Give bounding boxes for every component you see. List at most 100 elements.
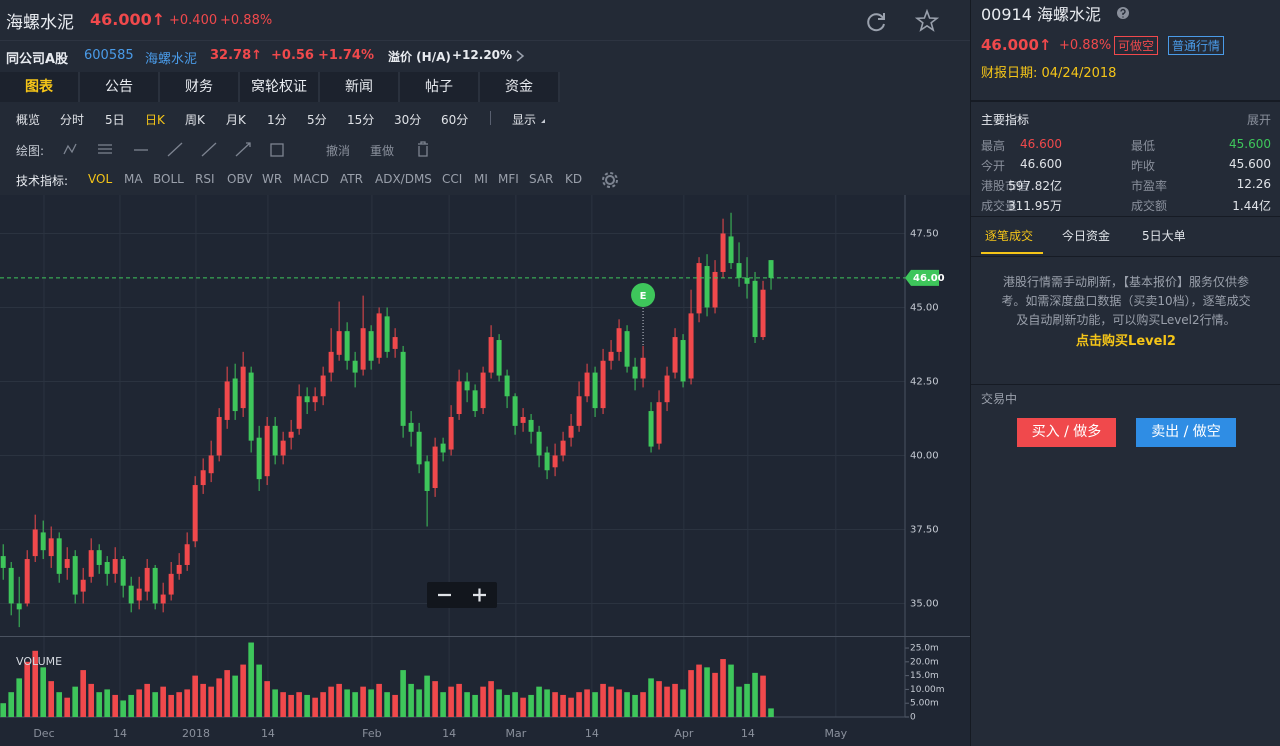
candle-body: [104, 562, 110, 574]
indicator-option[interactable]: MI: [474, 172, 488, 186]
indicator-option[interactable]: MA: [124, 172, 143, 186]
candle-body: [544, 452, 550, 471]
volume-bar: [408, 683, 414, 717]
tab[interactable]: 资金: [480, 72, 560, 102]
volume-bar: [304, 694, 310, 717]
side-tab[interactable]: 今日资金: [1062, 229, 1111, 243]
tab[interactable]: 帖子: [400, 72, 480, 102]
period-option[interactable]: 分时: [60, 113, 85, 127]
volume-bar: [440, 692, 446, 717]
stat-value: 46.600: [1020, 157, 1062, 171]
candle-body: [728, 236, 734, 264]
period-option[interactable]: 月K: [226, 113, 246, 127]
chevron[interactable]: [514, 49, 526, 63]
expand-button[interactable]: 展开: [1246, 113, 1271, 127]
candle-body: [720, 233, 726, 272]
period-option[interactable]: 5日: [105, 113, 125, 127]
candle-body: [496, 340, 502, 376]
settings-button[interactable]: [601, 171, 619, 189]
volume-bar: [128, 694, 134, 717]
quote-tag: 普通行情: [1168, 36, 1225, 55]
clear-button[interactable]: [415, 140, 431, 158]
period-option[interactable]: 显示: [512, 113, 537, 127]
volume-bar: [552, 692, 558, 717]
candle-body: [24, 559, 30, 604]
side-tab[interactable]: 5日大单: [1142, 229, 1186, 243]
indicator-option[interactable]: CCI: [442, 172, 463, 186]
volume-bar: [736, 686, 742, 717]
indicator-option[interactable]: BOLL: [153, 172, 184, 186]
indicator-option[interactable]: RSI: [195, 172, 215, 186]
side-panel: 00914 海螺水泥 46.000↑ +0.88% 可做空 普通行情 财报日期:…: [970, 0, 1280, 746]
indicator-option[interactable]: MACD: [293, 172, 329, 186]
candle-body: [184, 544, 190, 565]
stat-label: 成交额: [1131, 199, 1168, 213]
compare-name[interactable]: 海螺水泥: [145, 52, 198, 67]
candle-body: [640, 357, 646, 379]
refresh-button[interactable]: [864, 10, 888, 34]
indicator-option[interactable]: MFI: [498, 172, 519, 186]
side-tab[interactable]: 逐笔成交: [985, 229, 1034, 243]
volume-bar: [616, 689, 622, 717]
period-option[interactable]: 1分: [267, 113, 287, 127]
period-option[interactable]: 概览: [16, 113, 41, 127]
tab[interactable]: 新闻: [320, 72, 400, 102]
undo-button[interactable]: 撤消: [326, 144, 351, 158]
period-option[interactable]: 日K: [145, 113, 165, 127]
candle-body: [352, 360, 358, 373]
candle-body: [408, 422, 414, 432]
candle-body: [504, 375, 510, 397]
period-option[interactable]: 60分: [441, 113, 469, 127]
volume-bar: [392, 694, 398, 717]
price-label: 46.00: [913, 273, 945, 284]
period-option[interactable]: 周K: [185, 113, 205, 127]
candle-body: [280, 440, 286, 456]
volume-bar: [496, 689, 502, 717]
x-tick-label: May: [824, 727, 847, 740]
compare-code[interactable]: 600585: [84, 48, 134, 63]
period-option[interactable]: 30分: [394, 113, 422, 127]
indicator-option[interactable]: OBV: [227, 172, 253, 186]
notice: 港股行情需手动刷新，【基本报价】服务仅供参考。如需深度盘口数据（买卖10档），逐…: [1001, 275, 1251, 327]
buy-button[interactable]: 买入 / 做多: [1017, 418, 1116, 447]
y-tick-label: 40.00: [910, 450, 939, 461]
candle-body: [528, 419, 534, 432]
drawing-tools[interactable]: [60, 140, 300, 160]
level2-link[interactable]: 点击购买Level2: [1076, 334, 1176, 349]
stat-value: 45.600: [1229, 137, 1271, 151]
redo-button[interactable]: 重做: [370, 144, 395, 158]
zoom-control[interactable]: [427, 582, 497, 608]
volume-bar: [176, 692, 182, 717]
indicator-option[interactable]: ATR: [340, 172, 363, 186]
volume-bar: [560, 694, 566, 717]
candle-body: [224, 381, 230, 420]
stock-change-pct: +0.88%: [220, 13, 273, 28]
volume-bar: [40, 667, 46, 717]
candle-body: [264, 425, 270, 477]
volume-bar: [504, 694, 510, 717]
volume-bar: [360, 686, 366, 717]
indicator-option[interactable]: WR: [262, 172, 283, 186]
volume-bar: [544, 689, 550, 717]
period-option[interactable]: 5分: [307, 113, 327, 127]
event-marker[interactable]: [631, 283, 656, 307]
tab[interactable]: 窝轮权证: [240, 72, 320, 102]
y-tick-label: 35.00: [910, 598, 939, 609]
sell-button[interactable]: 卖出 / 做空: [1136, 418, 1236, 447]
tab[interactable]: 财务: [160, 72, 240, 102]
indicator-option[interactable]: SAR: [529, 172, 554, 186]
volume-bar: [0, 703, 6, 717]
volume-bar: [768, 708, 774, 717]
volume-bar: [24, 661, 30, 717]
help-icon[interactable]: [1116, 6, 1130, 20]
volume-bar: [72, 686, 78, 717]
candle-body: [64, 559, 70, 568]
tab[interactable]: 图表: [0, 72, 80, 102]
period-option[interactable]: 15分: [347, 113, 375, 127]
indicator-option[interactable]: VOL: [88, 172, 113, 186]
tab[interactable]: 公告: [80, 72, 160, 102]
indicator-option[interactable]: ADX/DMS: [375, 172, 432, 186]
indicator-option[interactable]: KD: [565, 172, 583, 186]
favorite-button[interactable]: [915, 9, 939, 33]
candle-body: [664, 375, 670, 403]
